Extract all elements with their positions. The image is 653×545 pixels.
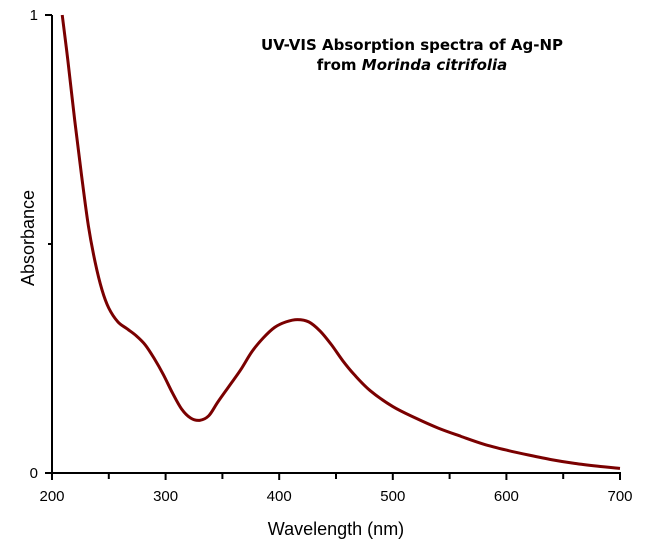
x-axis-label: Wavelength (nm) <box>268 519 404 539</box>
y-tick-label: 1 <box>30 7 38 24</box>
x-tick-label: 600 <box>494 488 519 505</box>
y-tick-label: 0 <box>30 465 38 482</box>
x-tick-label: 500 <box>380 488 405 505</box>
y-axis-label: Absorbance <box>18 190 38 286</box>
axes: 200 300 400 500 600 700 0 1 <box>30 7 633 505</box>
x-tick-label: 200 <box>39 488 64 505</box>
x-tick-label: 700 <box>607 488 632 505</box>
x-tick-label: 400 <box>267 488 292 505</box>
absorbance-curve <box>60 14 621 470</box>
x-tick-label: 300 <box>153 488 178 505</box>
chart-title-line2: from Morinda citrifolia <box>317 56 508 74</box>
chart-title-line1: UV-VIS Absorption spectra of Ag-NP <box>261 36 563 54</box>
